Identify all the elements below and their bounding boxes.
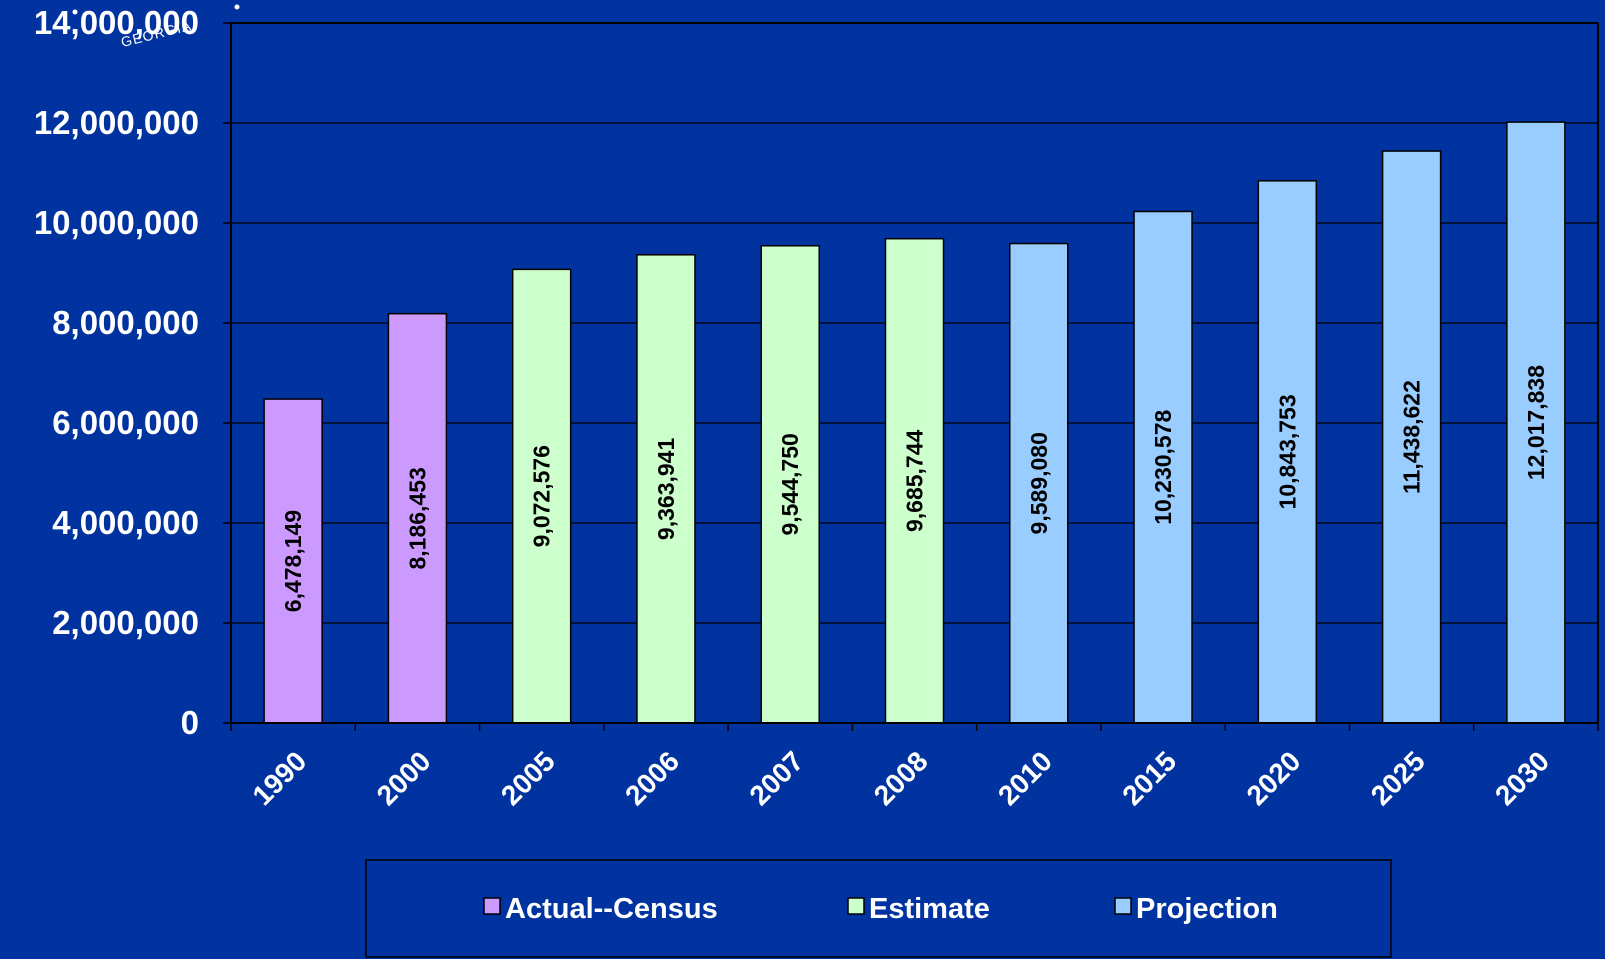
bar <box>387 312 448 724</box>
axes <box>230 22 1599 724</box>
x-tick-label: 2025 <box>1365 745 1431 811</box>
legend-label-projection: Projection <box>1136 893 1278 925</box>
logo-dot-right <box>234 4 240 10</box>
x-tick-label: 2015 <box>1116 745 1182 811</box>
x-tick-label: 1990 <box>246 745 312 811</box>
x-tick-label: 2020 <box>1241 745 1307 811</box>
bars <box>263 121 1566 724</box>
y-tick-label: 14,000,000 <box>34 4 199 41</box>
bar <box>1257 180 1318 724</box>
bar-data-label: 6,478,149 <box>280 510 306 612</box>
x-tick-label: 2008 <box>868 745 934 811</box>
y-tick-label: 12,000,000 <box>34 104 199 141</box>
bar <box>1506 121 1566 724</box>
x-tick-label: 2006 <box>619 745 685 811</box>
bar-data-label: 9,685,744 <box>902 429 928 532</box>
bar-data-label: 11,438,622 <box>1399 380 1425 494</box>
bar-data-label: 9,363,941 <box>653 438 679 541</box>
legend-box <box>365 859 1392 958</box>
y-tick-label: 0 <box>181 704 199 741</box>
bar-data-label: 8,186,453 <box>404 467 430 569</box>
x-tick-label: 2005 <box>495 745 561 811</box>
bar-data-label: 9,072,576 <box>529 445 555 547</box>
legend-label-actual-census: Actual--Census <box>505 893 718 925</box>
bar <box>636 254 696 724</box>
logo-dot-left <box>72 9 78 15</box>
legend-swatch-estimate <box>847 897 865 915</box>
bar-data-label: 9,589,080 <box>1026 432 1052 534</box>
x-tick-label: 2000 <box>371 745 437 811</box>
legend-label-estimate: Estimate <box>869 893 990 925</box>
bar <box>760 245 820 724</box>
bar-data-label: 12,017,838 <box>1523 365 1549 480</box>
y-tick-label: 6,000,000 <box>52 404 199 441</box>
bar <box>1381 150 1442 724</box>
bar <box>884 237 945 724</box>
y-tick-label: 4,000,000 <box>52 504 199 541</box>
legend: Actual--Census Estimate Projection <box>365 859 1392 958</box>
y-tick-labels: 0 2,000,000 4,000,000 6,000,000 8,000,000 10,… <box>34 4 199 741</box>
bar-data-label: 9,544,750 <box>777 433 803 535</box>
legend-swatch-projection <box>1114 897 1132 915</box>
bar-data-label: 10,230,578 <box>1150 409 1176 524</box>
x-tick-labels: 1990 2000 2005 2006 2007 2008 2010 2015 2020 2025… <box>246 745 1555 811</box>
legend-swatch-actual-census <box>483 897 501 915</box>
y-tick-label: 10,000,000 <box>34 204 199 241</box>
y-tick-label: 2,000,000 <box>52 604 199 641</box>
bar-data-label: 10,843,753 <box>1274 394 1300 509</box>
bar <box>1133 210 1193 724</box>
bar-data-labels: 6,478,149 8,186,453 9,072,576 9,363,941 9,54… <box>280 365 1549 612</box>
x-tick-label: 2010 <box>992 745 1058 811</box>
y-tick-label: 8,000,000 <box>52 304 199 341</box>
x-tick-label: 2007 <box>743 745 809 811</box>
x-tick-label: 2030 <box>1489 745 1555 811</box>
